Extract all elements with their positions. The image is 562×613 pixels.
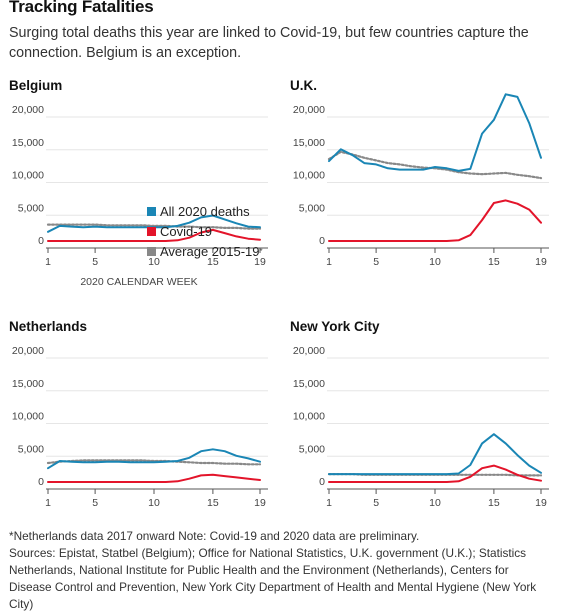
x-axis-label: 2020 CALENDAR WEEK [80,276,197,288]
y-tick-label: 5,000 [18,202,44,214]
panel-belgium: Belgium 0 5,000 10,000 15,000 20,000 1 5 10 15 19… [9,78,277,308]
legend-footnote-mark: * [259,246,263,256]
x-tick-label: 15 [207,497,219,509]
x-tick-label: 19 [535,256,547,268]
legend-item-all: All 2020 deaths [147,201,263,221]
series-line-avg [327,150,543,180]
x-tick-label: 1 [326,497,332,509]
y-tick-label: 15,000 [12,137,44,149]
panel-netherlands: Netherlands 0 5,000 10,000 15,000 20,000 1 5 10… [9,319,277,549]
legend-label-covid: Covid-19 [160,223,213,239]
panel-title: U.K. [290,78,317,93]
series-line-covid [328,199,542,242]
x-tick-label: 1 [45,497,51,509]
footnote: *Netherlands data 2017 onward Note: Covi… [9,528,554,613]
x-tick-label: 5 [92,497,98,509]
legend-swatch-covid [147,226,156,236]
series-line-all [328,433,542,476]
x-tick-label: 5 [92,256,98,268]
x-tick-label: 10 [429,256,441,268]
legend-item-covid: Covid-19 [147,221,263,241]
y-tick-label: 5,000 [299,202,325,214]
x-tick-label: 1 [326,256,332,268]
x-tick-label: 15 [488,497,500,509]
panel-new-york-city: New York City 0 5,000 10,000 15,000 20,000 1 5… [290,319,558,549]
series-line-avg [46,223,262,230]
legend-item-avg: Average 2015-19 * [147,241,263,261]
legend-label-all: All 2020 deaths [160,203,250,219]
y-tick-label: 0 [319,235,325,247]
legend: All 2020 deaths Covid-19 Average 2015-19… [147,201,263,261]
chart-title: Tracking Fatalities [9,0,154,16]
y-tick-label: 20,000 [293,104,325,116]
x-tick-label: 15 [488,256,500,268]
series-line-covid [47,228,261,242]
x-tick-label: 19 [254,256,266,268]
legend-label-avg: Average 2015-19 [160,243,260,259]
y-tick-label: 0 [319,476,325,488]
footnote-note: *Netherlands data 2017 onward Note: Covi… [9,529,420,543]
panel-title: Belgium [9,78,63,93]
y-tick-label: 20,000 [12,104,44,116]
y-tick-label: 10,000 [293,411,325,423]
y-tick-label: 10,000 [293,170,325,182]
x-tick-label: 10 [148,497,160,509]
y-tick-label: 15,000 [12,378,44,390]
legend-swatch-all [147,206,156,216]
series-line-all [328,93,542,172]
y-tick-label: 10,000 [12,170,44,182]
x-tick-label: 5 [373,497,379,509]
series-line-covid [47,473,261,483]
series-line-covid [328,464,542,483]
legend-swatch-avg [147,246,156,256]
y-tick-label: 0 [38,476,44,488]
x-tick-label: 1 [45,256,51,268]
x-tick-label: 10 [148,256,160,268]
x-tick-label: 15 [207,256,219,268]
series-line-avg [46,459,262,466]
x-tick-label: 5 [373,256,379,268]
y-tick-label: 15,000 [293,378,325,390]
y-tick-label: 20,000 [12,345,44,357]
x-tick-label: 19 [535,497,547,509]
panel-title: New York City [290,319,380,334]
y-tick-label: 10,000 [12,411,44,423]
x-tick-label: 10 [429,497,441,509]
x-tick-label: 19 [254,497,266,509]
y-tick-label: 20,000 [293,345,325,357]
series-line-all [47,448,261,470]
chart-subtitle: Surging total deaths this year are linke… [9,25,529,61]
y-tick-label: 5,000 [299,443,325,455]
y-tick-label: 5,000 [18,443,44,455]
panel-title: Netherlands [9,319,88,334]
y-tick-label: 15,000 [293,137,325,149]
panel-uk: U.K. 0 5,000 10,000 15,000 20,000 1 5 10 15 19 [290,78,558,308]
y-tick-label: 0 [38,235,44,247]
